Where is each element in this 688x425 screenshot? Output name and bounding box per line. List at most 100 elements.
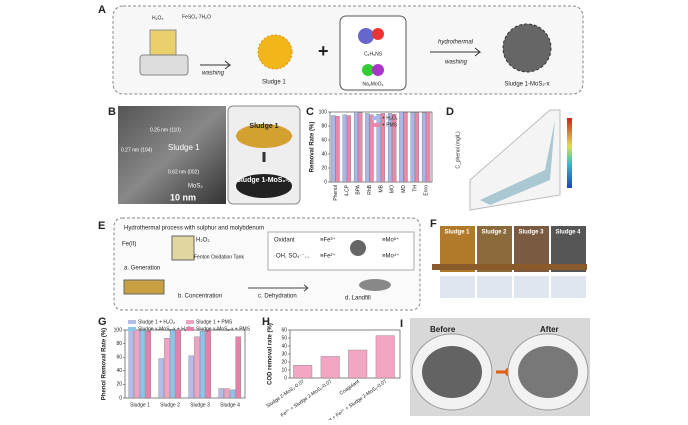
panel-label: H [262,316,270,328]
y-tick-label: 80 [321,123,327,129]
mechanism-label: Oxidant [274,238,295,244]
panel-label: I [400,318,403,330]
molecule [372,28,384,40]
photo [440,276,475,298]
mechanism-box [267,231,415,271]
bar [342,114,347,183]
x-tick-label: MD [401,185,407,193]
reagent-label: FeSO₄·7H₂O [182,14,211,20]
y-tick-label: 40 [321,151,327,157]
molecule [362,64,374,76]
step-label: washing [445,60,468,66]
bar [199,331,206,399]
photo [236,174,292,198]
y-tick-label: 60 [281,327,287,333]
reagent-box [339,15,407,91]
reagent-label: Fe(II) [122,242,136,248]
photo [514,276,549,298]
y-tick-label: 60 [116,355,122,361]
bar [353,111,359,183]
bar [128,329,134,399]
photo-label: Before [430,325,456,334]
x-tick-label: 4-CP [344,184,350,196]
arrow [430,47,482,57]
legend-label: Sludge x-MoS₂-x + PMS [196,326,251,332]
bar [320,356,340,379]
bar [346,115,351,183]
bar [369,114,374,183]
bar [426,111,431,183]
bar [158,358,164,399]
legend-label: Sludge 1 + H₂O₂ [138,319,175,325]
legend-swatch [372,123,380,127]
bar [380,113,385,183]
bar [375,335,395,379]
axis-label: C_phenol (mg/L) [455,131,461,169]
x-tick-label: MB [378,184,384,192]
reagent-label: H₂O₂ [152,15,163,21]
panel-label: F [430,218,437,230]
y-tick-label: 60 [321,137,327,143]
y-tick-label: 40 [281,343,287,349]
axis-label: COD removal rate (%) [268,323,274,385]
x-tick-label: Sludge 2 [160,402,180,408]
tank [123,279,165,295]
arrow [248,284,309,292]
x-tick-label: Enro [424,185,430,196]
x-tick-label: Sludge 1 [130,402,150,408]
legend-label: Sludge 1 + PMS [196,319,233,325]
beaker [149,29,177,56]
mechanism-label: ≡Mo⁶⁺ [382,237,399,244]
mechanism-label: ≡Mo⁴⁺ [382,253,400,260]
mechanism-label: ≡Fe³⁺ [320,237,336,244]
photo-label: Sludge 1-MoS₂-x [236,177,292,184]
plot-3d [469,109,561,211]
photo-label: Sludge 1 [444,230,470,236]
y-tick-label: 20 [116,382,122,388]
x-tick-label: Phenol [333,185,339,201]
bar [331,115,336,183]
x-tick-label: Sludge 4 [220,402,240,408]
legend-label: Sludge x-MoS₂-x + H₂O₂ [138,326,193,332]
photo-label: Sludge 1 [249,123,278,130]
reagent-label: C₂H₅NS [364,51,383,57]
bar [205,329,211,399]
panel-label: D [446,106,454,118]
plus: + [318,41,329,61]
photo [477,276,512,298]
legend-swatch [186,320,194,324]
y-tick-label: 40 [116,368,122,374]
panel-label: B [108,106,116,118]
bar [164,338,170,399]
bar [399,111,404,183]
pellets [422,346,482,398]
bar [139,329,146,399]
x-tick-label: Coagulant [339,378,362,396]
bar [188,355,194,399]
axis-label: Phenol Removal Rate (%) [102,328,108,400]
step-label: b. Concentration [178,294,222,300]
mechanism-label: ·OH, SO₄·⁻... [274,254,310,260]
bar [175,329,181,399]
x-tick-label: TH [412,185,418,192]
legend-swatch [186,327,194,331]
lattice-label: 0.62 nm (002) [168,169,199,175]
sludge-icon [257,34,293,70]
product-icon [502,23,552,73]
panel-label: G [98,316,107,328]
bar [194,336,200,399]
panel-label: E [98,220,105,232]
y-tick-label: 100 [319,109,328,115]
stirrer [139,54,189,76]
x-tick-label: Fe²⁺ + Sludge 2-MoS₂-0.07 [280,379,333,419]
y-tick-label: 30 [281,351,287,357]
bar [169,329,176,399]
y-tick-label: 20 [281,359,287,365]
step-label: a. Generation [124,266,160,272]
legend-swatch [128,320,136,324]
pellets [518,346,578,398]
landfill [359,279,391,291]
arrow-band [432,264,587,270]
arrow [200,60,232,70]
